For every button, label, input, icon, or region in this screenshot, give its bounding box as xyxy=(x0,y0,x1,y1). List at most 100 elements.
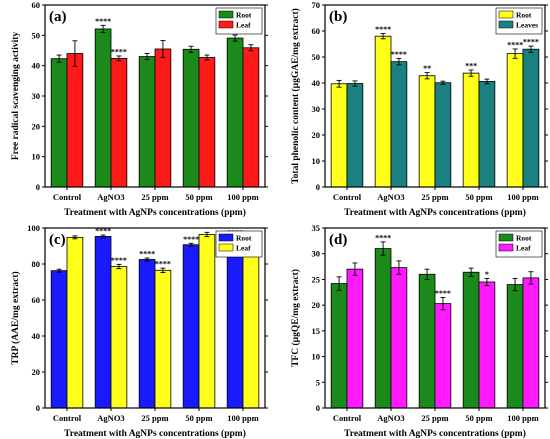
y-tick-label: 20 xyxy=(312,130,321,140)
bar xyxy=(198,234,216,409)
bar xyxy=(346,268,364,409)
bar xyxy=(346,83,364,188)
y-tick-label: 35 xyxy=(312,223,321,233)
y-tick-label: 0 xyxy=(36,182,40,192)
bar xyxy=(478,281,496,409)
y-tick-label: 10 xyxy=(312,352,321,362)
legend-label: Root xyxy=(516,11,532,20)
bar xyxy=(242,238,260,409)
x-tick-label: Control xyxy=(333,413,362,423)
panel-label: (a) xyxy=(49,9,67,25)
x-tick-label: 100 ppm xyxy=(507,192,538,202)
x-tick-label: Control xyxy=(333,192,362,202)
bar xyxy=(154,48,172,188)
bar xyxy=(434,82,452,188)
y-axis-title: TRP (AAE/mg extract) xyxy=(10,271,21,364)
bar xyxy=(374,248,392,409)
bar xyxy=(198,57,216,188)
y-tick-label: 50 xyxy=(312,52,321,62)
bar xyxy=(226,37,244,188)
significance-label: **** xyxy=(183,235,199,244)
y-tick-label: 25 xyxy=(312,274,321,284)
significance-label: **** xyxy=(391,50,407,59)
bar xyxy=(110,266,128,409)
significance-label: **** xyxy=(95,227,111,236)
legend-swatch xyxy=(498,10,514,19)
x-tick-label: AgNO3 xyxy=(97,413,124,423)
y-tick-label: 10 xyxy=(312,156,321,166)
y-tick-label: 80 xyxy=(32,259,41,269)
legend-swatch xyxy=(498,233,514,242)
x-tick-label: 50 ppm xyxy=(185,192,212,202)
bar xyxy=(94,236,112,409)
y-axis-title: TFC (µgQE/mg extract) xyxy=(290,269,301,367)
legend-swatch xyxy=(218,10,234,19)
y-tick-label: 20 xyxy=(312,300,321,310)
significance-label: **** xyxy=(507,40,523,49)
bar xyxy=(330,83,348,188)
significance-label: **** xyxy=(111,47,127,56)
legend-label: Leaf xyxy=(236,244,251,253)
significance-label: **** xyxy=(435,289,451,298)
legend-swatch xyxy=(218,243,234,252)
x-tick-label: 50 ppm xyxy=(465,192,492,202)
y-tick-label: 40 xyxy=(312,78,321,88)
bar xyxy=(330,283,348,409)
bar xyxy=(506,53,524,188)
y-tick-label: 40 xyxy=(32,331,41,341)
plot-frame xyxy=(44,4,266,188)
x-tick-label: 25 ppm xyxy=(421,192,448,202)
y-tick-label: 20 xyxy=(32,121,41,131)
bar xyxy=(154,269,172,409)
x-tick-label: 50 ppm xyxy=(465,413,492,423)
bar xyxy=(50,58,68,188)
bar xyxy=(390,61,408,188)
legend-label: Root xyxy=(236,234,252,243)
bar xyxy=(522,277,540,409)
x-tick-label: Control xyxy=(53,192,82,202)
x-tick-label: AgNO3 xyxy=(377,413,404,423)
y-tick-label: 0 xyxy=(36,403,40,413)
bar xyxy=(506,284,524,409)
bar xyxy=(66,236,84,409)
y-tick-label: 10 xyxy=(32,152,41,162)
y-tick-label: 60 xyxy=(32,0,41,10)
bar xyxy=(94,28,112,188)
y-tick-label: 15 xyxy=(312,326,321,336)
bar xyxy=(138,259,156,409)
x-tick-label: 100 ppm xyxy=(227,413,258,423)
y-tick-label: 30 xyxy=(312,249,321,259)
y-tick-label: 70 xyxy=(312,0,321,10)
significance-label: **** xyxy=(155,260,171,269)
x-tick-label: 100 ppm xyxy=(227,192,258,202)
x-axis-title: Treatment with AgNPs concentrations (ppm… xyxy=(344,428,526,439)
x-tick-label: AgNO3 xyxy=(377,192,404,202)
y-tick-label: 5 xyxy=(316,377,320,387)
bar xyxy=(110,57,128,188)
y-tick-label: 60 xyxy=(312,26,321,36)
legend-label: Root xyxy=(236,11,252,20)
significance-label: **** xyxy=(95,17,111,26)
bar xyxy=(462,271,480,409)
y-tick-label: 30 xyxy=(32,91,41,101)
legend-label: Leaves xyxy=(516,21,538,30)
panel-label: (c) xyxy=(49,232,66,248)
bar xyxy=(390,267,408,409)
y-tick-label: 50 xyxy=(32,30,41,40)
x-tick-label: 25 ppm xyxy=(141,413,168,423)
y-tick-label: 60 xyxy=(32,295,41,305)
legend-label: Leaf xyxy=(516,244,531,253)
significance-label: **** xyxy=(375,233,391,242)
bar xyxy=(50,270,68,409)
legend-swatch xyxy=(498,20,514,29)
legend-label: Root xyxy=(516,234,532,243)
panel-label: (b) xyxy=(329,9,347,25)
x-tick-label: 25 ppm xyxy=(141,192,168,202)
bar xyxy=(182,48,200,188)
y-axis-title: Total phenolic content (µgGAE/mg extract… xyxy=(290,8,301,184)
